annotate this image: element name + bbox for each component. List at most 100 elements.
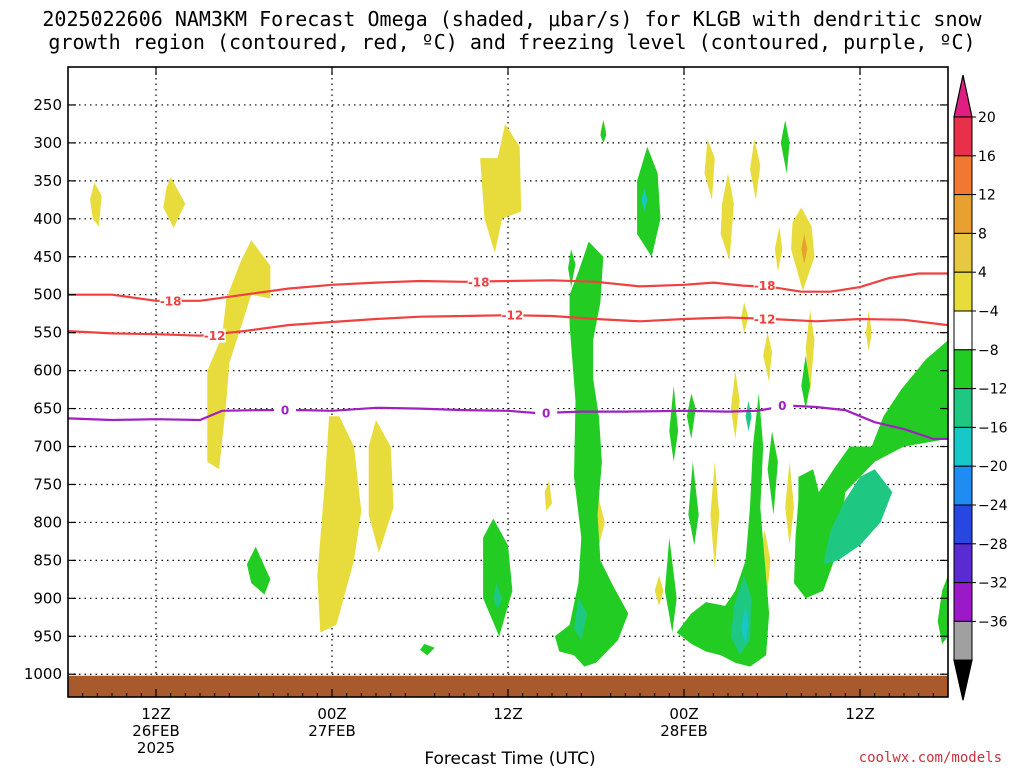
contour-label: -12 [502, 309, 524, 323]
y-tick-label: 400 [33, 210, 62, 228]
contour-label-bg [753, 312, 776, 326]
omega-cell [720, 173, 734, 261]
colorbar-top-arrow [953, 74, 973, 118]
colorbar-band [953, 465, 973, 506]
omega-cell [710, 461, 720, 568]
omega-cell [937, 575, 948, 644]
colorbar-label: −12 [978, 382, 1008, 398]
y-tick-label: 550 [33, 324, 62, 342]
y-tick-label: 1000 [24, 665, 62, 683]
omega-cell [801, 355, 811, 409]
colorbar-label: −16 [978, 420, 1008, 436]
colorbar-label: 12 [978, 188, 996, 204]
contour-label: -18 [160, 294, 182, 308]
colorbar-label: 8 [978, 226, 987, 242]
y-tick-label: 900 [33, 589, 62, 607]
contour-label-bg [203, 328, 226, 343]
y-tick-label: 700 [33, 438, 62, 456]
contour-label-bg [535, 406, 558, 421]
contour-label-bg [501, 308, 524, 323]
x-tick-label: 27FEB [308, 722, 355, 740]
omega-cell [554, 241, 629, 667]
colorbar-label: −36 [978, 614, 1008, 630]
contour-label: 0 [778, 399, 786, 413]
omega-cell [741, 605, 749, 644]
omega-cell [654, 575, 664, 606]
omega-cell [480, 123, 522, 254]
x-tick-label: 28FEB [660, 722, 707, 740]
y-tick-label: 350 [33, 172, 62, 190]
colorbar-band [953, 543, 973, 584]
colorbar-band [953, 620, 973, 661]
x-tick-label: 12Z [493, 705, 522, 723]
x-axis-label: Forecast Time (UTC) [424, 749, 595, 768]
omega-cell [823, 469, 893, 565]
chart-title: 2025022606 NAM3KM Forecast Omega (shaded… [42, 7, 982, 31]
omega-cell [780, 120, 790, 174]
contour-line--18 [68, 272, 948, 302]
x-tick-label: 12Z [845, 705, 874, 723]
y-tick-label: 600 [33, 362, 62, 380]
omega-cell [637, 146, 661, 257]
colorbar-label: −4 [978, 304, 999, 320]
omega-cell [774, 226, 783, 272]
omega-cell [544, 480, 552, 511]
colorbar-bottom-arrow [953, 659, 973, 701]
omega-cell [493, 583, 503, 610]
colorbar-band [953, 116, 973, 157]
contour-label-bg [467, 274, 490, 289]
y-tick-label: 800 [33, 513, 62, 531]
omega-cell [568, 249, 576, 288]
omega-cell [90, 182, 102, 227]
x-tick-label: 00Z [317, 705, 346, 723]
omega-cell [207, 240, 271, 470]
omega-cell [483, 518, 513, 637]
terrain-strip [68, 675, 948, 697]
contour-label-bg [159, 293, 182, 308]
colorbar-band [953, 155, 973, 196]
chart-subtitle: growth region (contoured, red, ºC) and f… [48, 30, 975, 54]
contour-label-bg [753, 278, 776, 293]
colorbar-label: −24 [978, 498, 1008, 514]
colorbar-band [953, 388, 973, 428]
colorbar-band [953, 504, 973, 545]
x-tick-label: 12Z [141, 705, 170, 723]
y-tick-label: 500 [33, 286, 62, 304]
colorbar-band [953, 271, 973, 312]
colorbar-label: −28 [978, 537, 1008, 553]
x-tick-label: 00Z [669, 705, 698, 723]
colorbar-band [953, 232, 973, 273]
colorbar-band [953, 426, 973, 467]
plot-inner: -18 -18 -18 -12 -12 -12 0 0 0 [68, 67, 948, 697]
x-tick-label: 2025 [137, 739, 175, 757]
omega-cell [730, 370, 740, 439]
y-tick-label: 300 [33, 134, 62, 152]
omega-cell [745, 401, 752, 432]
colorbar-label: 16 [978, 149, 996, 165]
contour-label: -18 [468, 275, 490, 289]
omega-cell [368, 420, 394, 553]
contour-label: 0 [542, 407, 550, 421]
y-tick-label: 750 [33, 475, 62, 493]
colorbar-label: −32 [978, 576, 1008, 592]
omega-cell [669, 385, 679, 462]
colorbar-band [953, 310, 973, 351]
omega-cell [246, 546, 271, 595]
colorbar-label: 20 [978, 110, 996, 126]
colorbar-band [953, 194, 973, 234]
contour-label-bg [771, 398, 794, 413]
contour-label: -12 [754, 313, 776, 327]
y-tick-label: 650 [33, 400, 62, 418]
omega-cell [763, 332, 772, 382]
colorbar-label: 4 [978, 265, 987, 281]
plot-area: -18 -18 -18 -12 -12 -12 0 0 0 250 300 350 400 450 500 5… [24, 66, 949, 757]
omega-cell [750, 139, 761, 200]
omega-cell [688, 461, 699, 546]
omega-cell [785, 461, 794, 546]
contour-label-bg [274, 403, 297, 418]
contour-label: -12 [204, 329, 226, 343]
colorbar-label: −8 [978, 343, 999, 359]
omega-cell [767, 431, 778, 515]
colorbar-label: −20 [978, 459, 1008, 475]
